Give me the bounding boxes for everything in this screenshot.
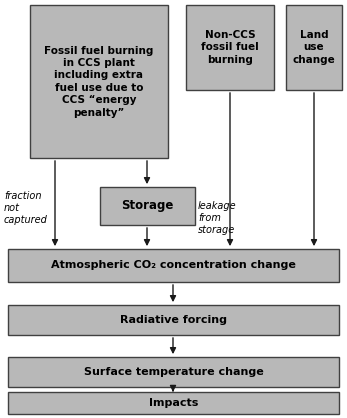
Text: Atmospheric CO₂ concentration change: Atmospheric CO₂ concentration change [51, 260, 296, 270]
Text: Impacts: Impacts [149, 398, 198, 408]
Text: fraction
not
captured: fraction not captured [4, 191, 48, 225]
Text: Radiative forcing: Radiative forcing [120, 315, 227, 325]
Bar [100, 187, 195, 225]
Bar [8, 392, 339, 414]
Bar [8, 357, 339, 387]
Bar [8, 305, 339, 335]
Bar [30, 5, 168, 158]
Text: Fossil fuel burning
in CCS plant
including extra
fuel use due to
CCS “energy
pen: Fossil fuel burning in CCS plant includi… [44, 46, 154, 117]
Bar [8, 249, 339, 282]
Bar [286, 5, 342, 90]
Text: Non-CCS
fossil fuel
burning: Non-CCS fossil fuel burning [201, 30, 259, 65]
Text: Storage: Storage [121, 199, 174, 212]
Text: Land
use
change: Land use change [293, 30, 335, 65]
Text: leakage
from
storage: leakage from storage [198, 201, 237, 235]
Text: Surface temperature change: Surface temperature change [84, 367, 263, 377]
Bar [186, 5, 274, 90]
